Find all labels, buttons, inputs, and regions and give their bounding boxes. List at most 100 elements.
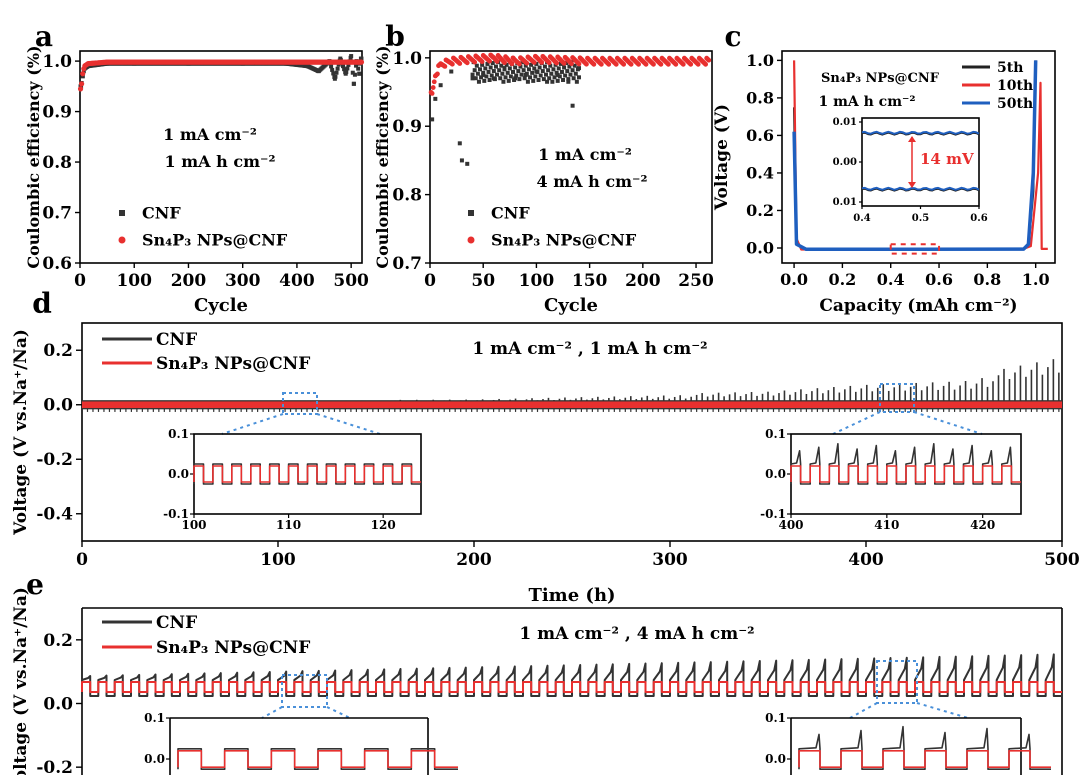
- data-point-cnf: [470, 72, 475, 77]
- annotation: 1 mA h cm⁻²: [818, 94, 915, 110]
- data-point-sn4p3: [636, 61, 641, 67]
- data-point-sn4p3: [502, 60, 507, 66]
- inset-annotation: 14 mV: [920, 150, 974, 168]
- data-point-cnf: [316, 69, 321, 74]
- plot-frame: [79, 50, 363, 264]
- inset-x-tick-label: 100: [181, 518, 206, 532]
- legend-label: CNF: [156, 613, 197, 633]
- data-point-sn4p3: [430, 85, 436, 90]
- data-point-sn4p3: [561, 60, 567, 66]
- legend-label: Sn₄P₃ NPs@CNF: [142, 231, 288, 250]
- data-point-cnf: [474, 63, 479, 68]
- panel-label: a: [35, 20, 53, 53]
- inset-y-tick-label: 0.1: [765, 711, 786, 725]
- panel-label: e: [26, 568, 44, 601]
- x-axis-title: Time (h): [528, 585, 615, 606]
- data-point-sn4p3: [472, 59, 478, 65]
- inset-y-tick-label: 0.00: [833, 157, 857, 168]
- data-point-cnf: [524, 71, 529, 76]
- data-point-cnf: [342, 67, 347, 72]
- x-tick-label: 0.6: [925, 270, 953, 289]
- data-point-cnf: [338, 56, 343, 61]
- data-point-cnf: [548, 63, 553, 68]
- y-tick-label: -0.2: [36, 758, 73, 775]
- x-tick-label: 100: [519, 271, 555, 291]
- y-tick-label: 1.0: [746, 51, 774, 70]
- data-point-cnf: [459, 158, 464, 163]
- data-point-sn4p3: [658, 61, 664, 67]
- zoom-box: [879, 383, 915, 413]
- y-tick-label: 0.8: [392, 186, 422, 206]
- x-tick-label: 300: [225, 271, 261, 291]
- data-point-cnf: [542, 64, 547, 69]
- inset-series-line: [177, 747, 458, 771]
- data-point-cnf: [556, 66, 561, 71]
- data-point-sn4p3: [524, 60, 530, 66]
- x-tick-label: 100: [116, 271, 152, 291]
- data-point-cnf: [487, 77, 492, 82]
- inset-y-tick-label: 0.0: [168, 467, 189, 481]
- plot-frame: [81, 322, 1063, 542]
- data-point-sn4p3: [569, 61, 574, 67]
- data-point-sn4p3: [435, 71, 440, 77]
- inset-series-line: [861, 186, 980, 191]
- inset-y-tick-label: 0.1: [144, 711, 165, 725]
- legend-label: 5th: [997, 60, 1023, 76]
- zoom-box: [889, 243, 941, 255]
- y-axis-title: Coulombic efficiency (%): [24, 45, 43, 268]
- x-tick-label: 1.0: [1022, 270, 1050, 289]
- x-tick-label: 0: [424, 271, 436, 291]
- data-point-cnf: [351, 81, 356, 86]
- data-point-cnf: [523, 63, 528, 68]
- zoom-connector: [916, 702, 969, 719]
- data-point-cnf: [334, 70, 339, 75]
- data-point-sn4p3: [494, 59, 500, 64]
- data-point-cnf: [517, 77, 522, 82]
- data-point-cnf: [333, 74, 338, 79]
- x-tick-label: 200: [625, 271, 661, 291]
- data-point-sn4p3: [429, 91, 435, 96]
- annotation: 1 mA cm⁻²: [163, 125, 257, 144]
- panel-label: c: [724, 20, 741, 53]
- data-point-cnf: [562, 65, 567, 70]
- plot-frame: [429, 50, 713, 264]
- data-point-cnf: [358, 56, 363, 61]
- x-axis-title: Cycle: [194, 295, 248, 316]
- y-tick-label: 0.8: [42, 153, 72, 173]
- data-point-sn4p3: [673, 61, 679, 67]
- data-point-sn4p3: [703, 61, 709, 67]
- y-tick-label: 0.2: [746, 201, 774, 220]
- inset-x-tick-label: 0.4: [853, 213, 870, 224]
- annotation: 1 mA h cm⁻²: [165, 152, 276, 171]
- data-point-cnf: [549, 71, 554, 76]
- legend-marker: [119, 210, 125, 216]
- data-point-sn4p3: [457, 61, 463, 66]
- series-line-50th: [792, 60, 1038, 252]
- inset-series-line: [798, 725, 1051, 771]
- data-point-cnf: [552, 75, 557, 80]
- annotation: 1 mA cm⁻² , 4 mA h cm⁻²: [519, 624, 754, 644]
- inset-x-tick-label: 0.6: [970, 213, 987, 224]
- data-point-cnf: [525, 79, 530, 84]
- data-point-cnf: [305, 64, 310, 69]
- zoom-connector: [849, 702, 878, 719]
- y-tick-label: 0.6: [746, 126, 774, 145]
- inset-series-line: [861, 130, 980, 135]
- data-point-sn4p3: [576, 61, 582, 67]
- data-point-cnf: [567, 64, 572, 69]
- data-point-sn4p3: [680, 61, 686, 67]
- y-axis-title: Voltage (V vs.Na⁺/Na): [11, 587, 31, 775]
- data-point-cnf: [566, 79, 571, 84]
- panel-c: c 0.0 0.2 0.4 0.6 0.8 1.0 0.0 0.2 0.4 0.6 0.8 1.0 Cap…: [712, 20, 1056, 316]
- x-tick-label: 0: [76, 550, 88, 570]
- data-point-cnf: [511, 69, 516, 74]
- data-point-cnf: [503, 75, 508, 80]
- x-tick-label: 500: [333, 271, 369, 291]
- inset-arrow-head: [908, 182, 916, 188]
- data-point-cnf: [516, 69, 521, 74]
- inset-series-line: [193, 465, 421, 483]
- data-point-cnf: [500, 71, 505, 76]
- data-point-sn4p3: [606, 61, 612, 67]
- inset-y-tick-label: -0.1: [163, 507, 189, 521]
